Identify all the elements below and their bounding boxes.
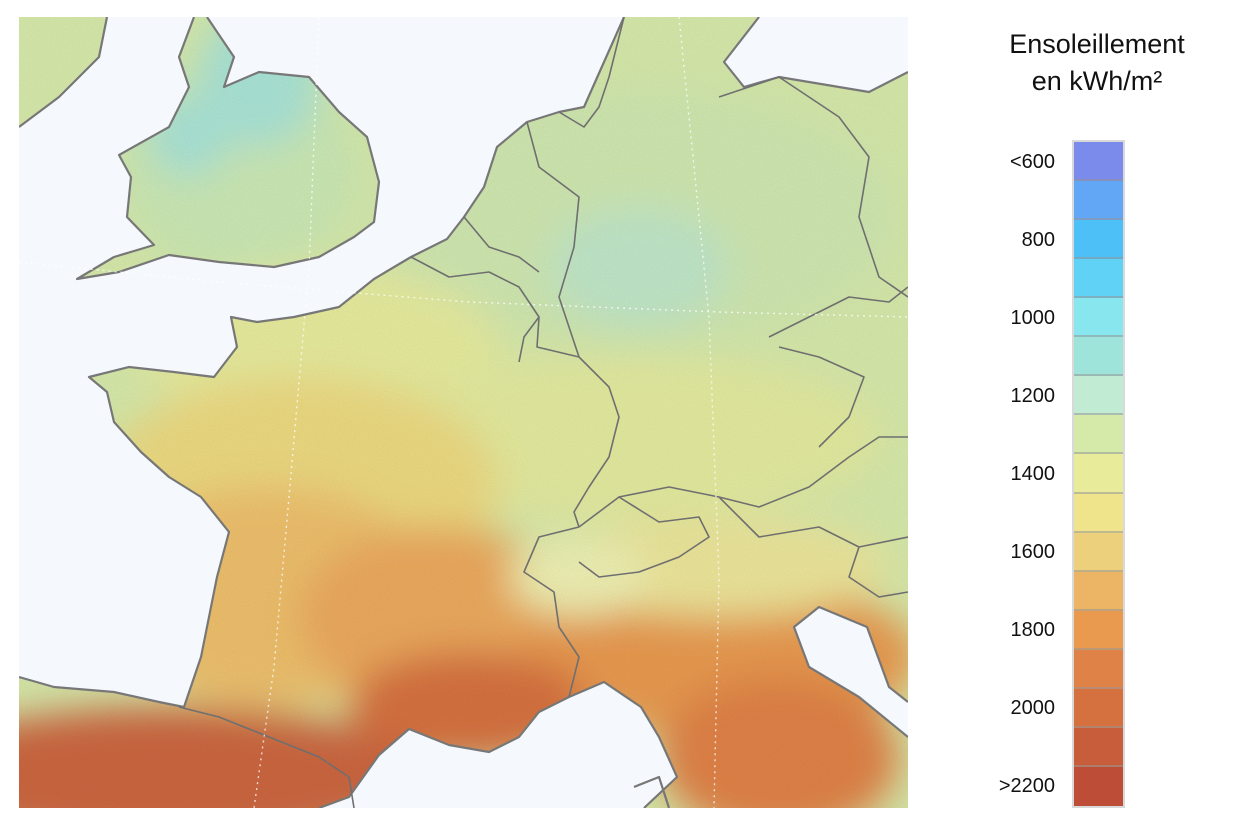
legend-swatch (1074, 493, 1123, 533)
legend-tick-label: >2200 (998, 775, 1055, 798)
legend-swatch (1074, 337, 1123, 377)
legend-swatch (1074, 532, 1123, 572)
legend-tick-label: 1600 (1010, 541, 1056, 564)
land-irradiation-field (19, 17, 908, 808)
legend-swatch (1074, 415, 1123, 455)
legend-swatch (1074, 298, 1123, 338)
legend-tick-label: 1200 (1010, 384, 1056, 407)
legend-color-scale (1072, 140, 1125, 808)
legend-swatch (1074, 259, 1123, 299)
legend-swatch (1074, 766, 1123, 806)
country-borders (178, 17, 908, 808)
graticule-lines (19, 17, 908, 808)
legend-tick-label: 800 (1021, 228, 1055, 251)
coastlines (19, 17, 908, 808)
legend-tick-label: 2000 (1010, 697, 1056, 720)
irradiation-map[interactable] (19, 17, 908, 808)
legend-title-line-2: en kWh/m² (1031, 66, 1163, 96)
legend-tick-label: 1000 (1010, 306, 1056, 329)
legend-swatch (1074, 571, 1123, 611)
map-canvas (19, 17, 908, 808)
legend-swatch (1074, 181, 1123, 221)
legend-swatch (1074, 649, 1123, 689)
legend-swatch (1074, 376, 1123, 416)
legend-title-line-1: Ensoleillement (1009, 29, 1185, 59)
legend-tick-label: <600 (1009, 150, 1055, 173)
legend-swatch (1074, 142, 1123, 182)
legend-swatch (1074, 220, 1123, 260)
legend-tick-label: 1800 (1010, 619, 1056, 642)
legend-tick-label: 1400 (1010, 463, 1056, 485)
legend-swatch (1074, 454, 1123, 494)
legend-title: Ensoleillement en kWh/m² (975, 26, 1219, 100)
legend-swatch (1074, 727, 1123, 767)
legend-swatch (1074, 610, 1123, 650)
legend-swatch (1074, 688, 1123, 728)
